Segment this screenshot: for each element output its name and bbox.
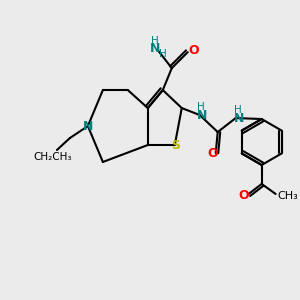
- Text: H: H: [234, 105, 242, 115]
- Text: O: O: [188, 44, 199, 57]
- Text: N: N: [233, 112, 244, 124]
- Text: CH₂CH₃: CH₂CH₃: [34, 152, 72, 162]
- Text: H: H: [159, 49, 167, 59]
- Text: N: N: [83, 119, 93, 133]
- Text: S: S: [171, 139, 180, 152]
- Text: CH₃: CH₃: [277, 191, 298, 201]
- Text: O: O: [238, 189, 249, 203]
- Text: H: H: [151, 36, 159, 46]
- Text: N: N: [150, 42, 160, 55]
- Text: O: O: [207, 148, 218, 160]
- Text: N: N: [196, 109, 207, 122]
- Text: H: H: [197, 102, 205, 112]
